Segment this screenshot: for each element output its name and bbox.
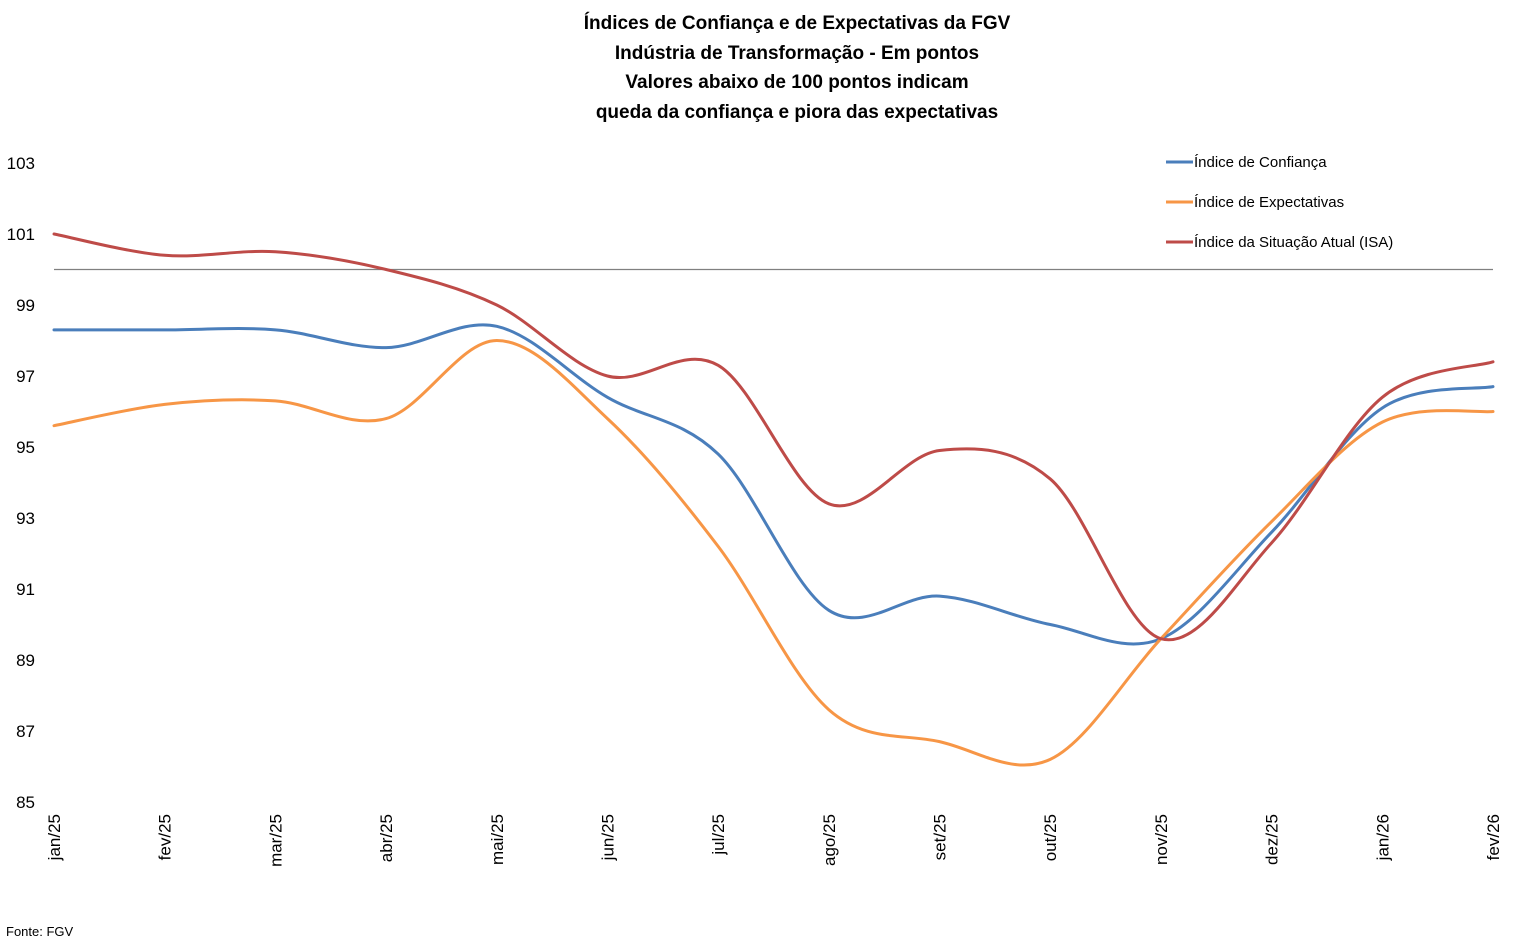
data-point-confianca <box>716 452 720 456</box>
data-point-expectativas <box>605 417 609 421</box>
x-tick-label: out/25 <box>1041 814 1060 861</box>
y-tick-label: 101 <box>7 225 35 244</box>
source-note: Fonte: FGV <box>6 924 74 939</box>
data-point-confianca <box>1380 406 1384 410</box>
data-point-expectativas <box>273 399 277 403</box>
x-tick-label: jan/26 <box>1373 814 1392 861</box>
data-point-confianca <box>938 594 942 598</box>
data-point-expectativas <box>1270 520 1274 524</box>
data-point-confianca <box>495 324 499 328</box>
data-point-isa <box>938 449 942 453</box>
data-point-isa <box>52 232 56 236</box>
y-tick-label: 95 <box>16 438 35 457</box>
data-point-isa <box>273 250 277 254</box>
x-tick-label: set/25 <box>931 814 950 860</box>
data-point-confianca <box>827 608 831 612</box>
x-tick-label: jan/25 <box>45 814 64 861</box>
y-tick-label: 85 <box>16 793 35 812</box>
title-line-1: Índices de Confiança e de Expectativas d… <box>584 12 1011 34</box>
data-point-isa <box>1491 360 1495 364</box>
series-line-confianca <box>52 323 1495 646</box>
data-point-isa <box>163 253 167 257</box>
series-group <box>52 232 1495 767</box>
data-point-expectativas <box>716 544 720 548</box>
data-point-isa <box>384 268 388 272</box>
title-line-3: Valores abaixo de 100 pontos indicam <box>625 72 968 93</box>
data-point-expectativas <box>1048 757 1052 761</box>
y-axis: 103 101 99 97 95 93 91 89 87 85 <box>7 154 35 812</box>
data-point-isa <box>495 303 499 307</box>
x-tick-label: abr/25 <box>377 814 396 862</box>
title-line-2: Indústria de Transformação - Em pontos <box>615 43 979 64</box>
x-tick-label: fev/25 <box>156 814 175 860</box>
data-point-expectativas <box>495 339 499 343</box>
data-point-confianca <box>1491 385 1495 389</box>
legend: Índice de Confiança Índice de Expectativa… <box>1166 154 1393 251</box>
legend-label-isa: Índice da Situação Atual (ISA) <box>1194 234 1393 251</box>
x-tick-label: mar/25 <box>266 814 285 867</box>
y-tick-label: 93 <box>16 509 35 528</box>
y-tick-label: 91 <box>16 580 35 599</box>
legend-label-expectativas: Índice de Expectativas <box>1194 194 1344 211</box>
x-tick-label: jul/25 <box>709 814 728 856</box>
x-tick-label: dez/25 <box>1263 814 1282 865</box>
data-point-expectativas <box>1491 410 1495 414</box>
y-tick-label: 87 <box>16 722 35 741</box>
y-tick-label: 103 <box>7 154 35 173</box>
x-axis: jan/25 fev/25 mar/25 abr/25 mai/25 jun/25 jul/… <box>45 814 1503 867</box>
data-point-confianca <box>1270 530 1274 534</box>
x-tick-label: fev/26 <box>1484 814 1503 860</box>
x-tick-label: mai/25 <box>488 814 507 865</box>
data-point-confianca <box>1048 623 1052 627</box>
legend-label-confianca: Índice de Confiança <box>1194 154 1327 171</box>
data-point-isa <box>1159 637 1163 641</box>
data-point-expectativas <box>52 424 56 428</box>
chart-title: Índices de Confiança e de Expectativas d… <box>584 12 1011 123</box>
data-point-confianca <box>605 395 609 399</box>
data-point-confianca <box>163 328 167 332</box>
data-point-isa <box>1048 477 1052 481</box>
x-tick-label: ago/25 <box>820 814 839 866</box>
data-point-expectativas <box>163 402 167 406</box>
data-point-expectativas <box>384 417 388 421</box>
data-point-expectativas <box>1380 420 1384 424</box>
x-tick-label: nov/25 <box>1152 814 1171 865</box>
data-point-isa <box>827 502 831 506</box>
data-point-confianca <box>273 328 277 332</box>
y-tick-label: 89 <box>16 651 35 670</box>
title-line-4: queda da confiança e piora das expectati… <box>596 102 998 123</box>
data-point-confianca <box>52 328 56 332</box>
data-point-confianca <box>384 346 388 350</box>
series-line-expectativas <box>52 339 1495 767</box>
y-tick-label: 97 <box>16 367 35 386</box>
data-point-isa <box>1270 541 1274 545</box>
data-point-isa <box>1380 395 1384 399</box>
data-point-expectativas <box>827 708 831 712</box>
y-tick-label: 99 <box>16 296 35 315</box>
data-point-isa <box>716 363 720 367</box>
data-point-isa <box>605 374 609 378</box>
data-point-expectativas <box>938 740 942 744</box>
series-line-isa <box>52 232 1495 642</box>
x-tick-label: jun/25 <box>598 814 617 861</box>
